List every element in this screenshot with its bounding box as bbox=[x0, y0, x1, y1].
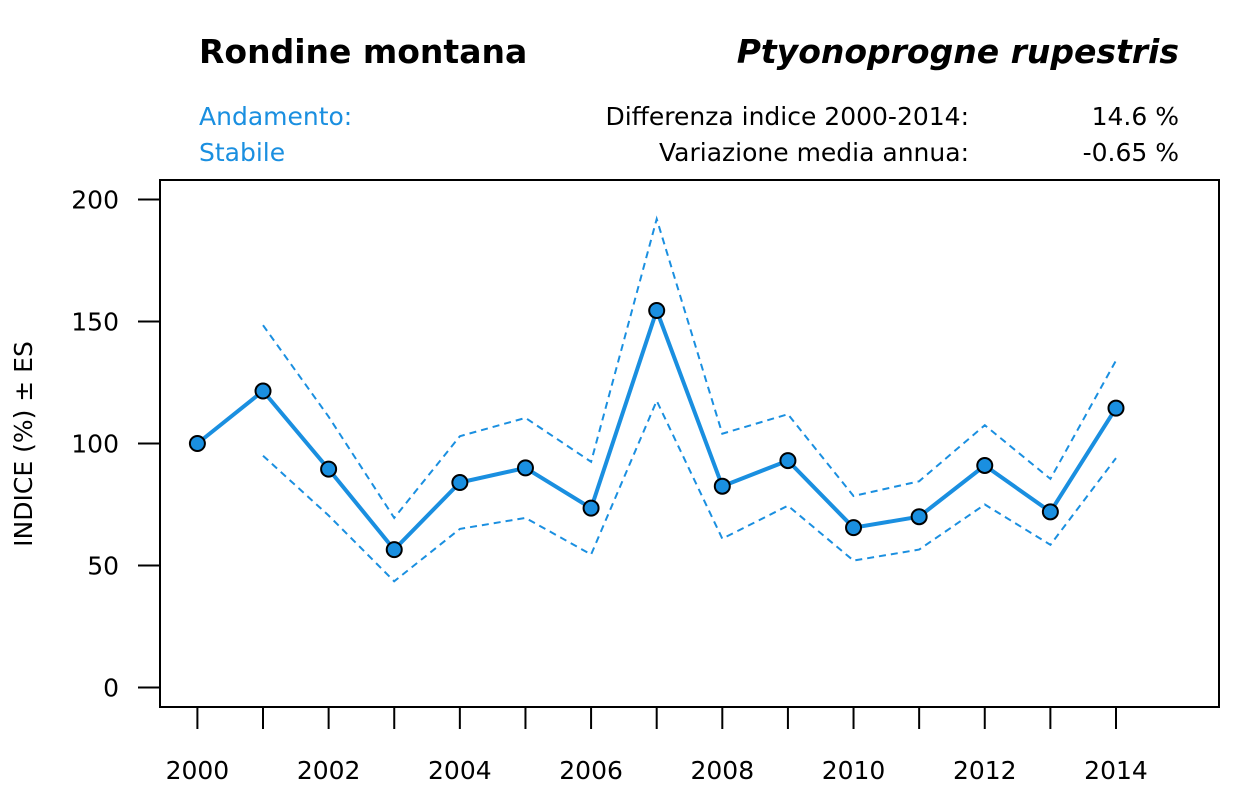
data-point-2009 bbox=[779, 452, 797, 470]
data-point-2013 bbox=[1041, 503, 1059, 521]
x-tick-label-2004: 2004 bbox=[428, 756, 492, 785]
data-point-2004 bbox=[451, 474, 469, 492]
trend-value: Stabile bbox=[199, 138, 286, 167]
data-point-2011 bbox=[910, 508, 928, 526]
y-tick-label-100: 100 bbox=[71, 430, 119, 459]
species-latin-name: Ptyonoprogne rupestris bbox=[736, 32, 1179, 71]
data-point-2008 bbox=[713, 477, 731, 495]
x-axis: 2000 2002 2004 2006 2008 2010 2012 2014 bbox=[166, 707, 1148, 785]
y-tick-label-200: 200 bbox=[71, 186, 119, 215]
data-point-2014 bbox=[1107, 399, 1125, 417]
series-layer bbox=[188, 215, 1125, 583]
x-tick-label-2010: 2010 bbox=[822, 756, 886, 785]
index-difference-value: 14.6 % bbox=[1091, 102, 1179, 131]
data-point-2001 bbox=[254, 382, 272, 400]
data-point-2000 bbox=[188, 435, 206, 452]
y-tick-label-150: 150 bbox=[71, 308, 119, 337]
trend-label: Andamento: bbox=[199, 102, 353, 131]
y-tick-label-50: 50 bbox=[87, 551, 119, 580]
data-point-2006 bbox=[582, 499, 600, 517]
x-tick-label-2014: 2014 bbox=[1084, 756, 1148, 785]
annual-variation-label: Variazione media annua: bbox=[659, 138, 969, 167]
data-point-2002 bbox=[320, 460, 338, 478]
x-tick-label-2000: 2000 bbox=[166, 756, 230, 785]
data-point-2007 bbox=[648, 302, 666, 320]
series-line-2 bbox=[262, 398, 1117, 583]
plot-frame bbox=[159, 179, 1220, 708]
x-tick-label-2008: 2008 bbox=[690, 756, 754, 785]
data-point-2010 bbox=[845, 519, 863, 537]
y-axis: 0 50 100 150 200 bbox=[71, 186, 160, 702]
x-tick-label-2012: 2012 bbox=[953, 756, 1017, 785]
data-point-2005 bbox=[516, 459, 534, 477]
x-tick-label-2006: 2006 bbox=[559, 756, 623, 785]
x-tick-label-2002: 2002 bbox=[297, 756, 361, 785]
y-tick-label-0: 0 bbox=[103, 673, 119, 702]
series-line-0 bbox=[196, 308, 1118, 552]
data-point-2012 bbox=[976, 456, 994, 474]
y-axis-label: INDICE (%) ± ES bbox=[9, 341, 38, 547]
series-line-1 bbox=[262, 215, 1117, 520]
index-difference-label: Differenza indice 2000-2014: bbox=[605, 102, 969, 131]
species-common-name: Rondine montana bbox=[199, 32, 528, 71]
annual-variation-value: -0.65 % bbox=[1082, 138, 1179, 167]
data-point-2003 bbox=[385, 541, 403, 559]
